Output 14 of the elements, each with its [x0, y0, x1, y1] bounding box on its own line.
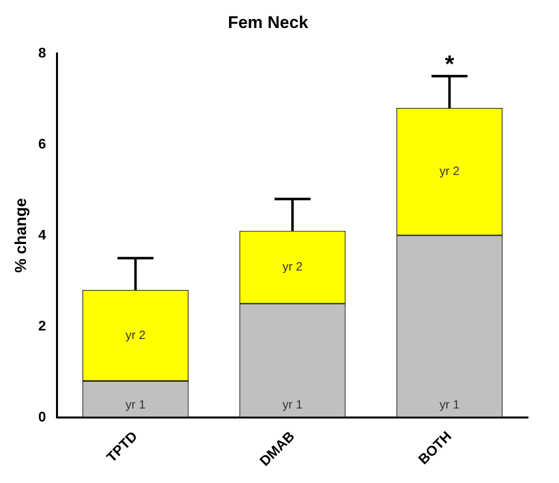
y-tick-label: 8 [38, 44, 46, 60]
annotation: * [444, 51, 455, 78]
text: yr 1 [282, 398, 302, 412]
y-tick-label: 2 [38, 317, 46, 334]
text: yr 2 [439, 164, 460, 178]
y-axis-title: % change [13, 198, 30, 273]
series-label: yr 1 [125, 398, 146, 412]
chart-title: Fem Neck [228, 12, 309, 32]
y-tick-label: 4 [38, 226, 46, 242]
text: yr 2 [125, 328, 146, 342]
text: yr 1 [439, 398, 460, 412]
y-tick-label: 6 [38, 135, 46, 152]
y-tick-label: 0 [38, 408, 46, 424]
series-label: yr 2 [282, 260, 303, 274]
